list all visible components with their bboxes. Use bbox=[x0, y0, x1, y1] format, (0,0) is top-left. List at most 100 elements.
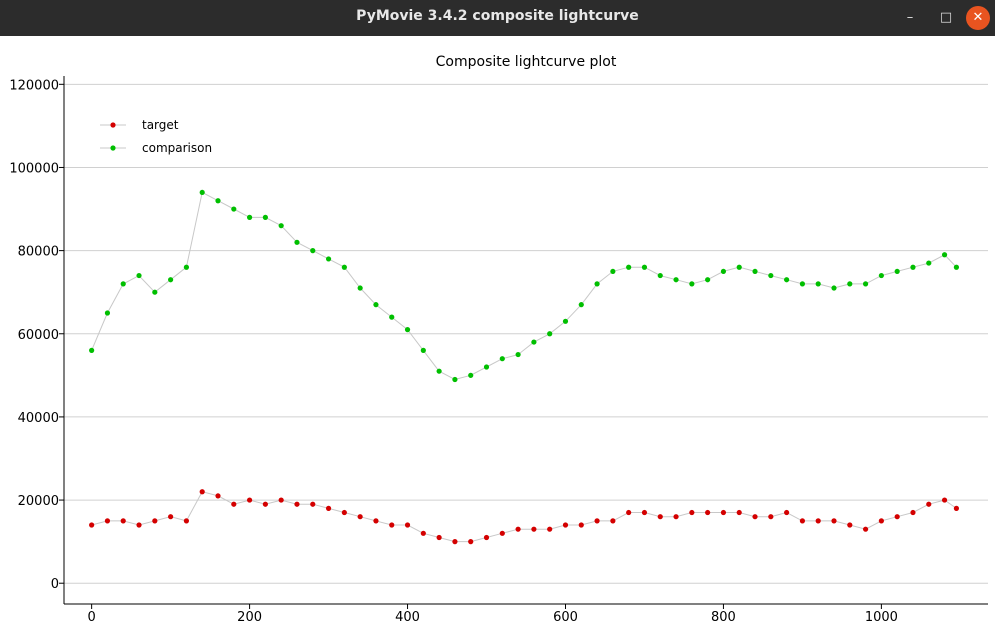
data-point-comparison bbox=[404, 327, 411, 333]
data-point-target bbox=[531, 526, 537, 532]
data-point-target bbox=[878, 518, 884, 524]
legend-label: target bbox=[142, 118, 179, 132]
data-point-comparison bbox=[799, 281, 806, 287]
data-point-target bbox=[357, 514, 363, 520]
data-point-comparison bbox=[341, 264, 347, 270]
data-point-target bbox=[420, 530, 426, 536]
data-point-comparison bbox=[831, 285, 837, 291]
legend: target comparison bbox=[100, 118, 212, 155]
data-point-comparison bbox=[926, 260, 932, 266]
data-point-comparison bbox=[705, 277, 711, 283]
data-point-comparison bbox=[468, 372, 474, 378]
data-point-comparison bbox=[136, 272, 142, 279]
x-tick-label: 200 bbox=[237, 610, 262, 625]
data-point-comparison bbox=[452, 376, 458, 383]
x-tick-label: 1000 bbox=[865, 610, 898, 625]
data-point-target bbox=[168, 514, 174, 520]
data-point-target bbox=[953, 505, 960, 511]
data-point-comparison bbox=[689, 281, 695, 287]
data-point-target bbox=[689, 509, 695, 516]
close-icon[interactable]: ✕ bbox=[966, 6, 990, 30]
data-point-comparison bbox=[736, 264, 742, 270]
data-point-target bbox=[120, 518, 126, 524]
data-point-target bbox=[183, 518, 190, 524]
data-point-comparison bbox=[262, 214, 268, 220]
data-point-comparison bbox=[325, 256, 332, 262]
data-point-comparison bbox=[373, 302, 379, 308]
legend-marker bbox=[110, 122, 116, 128]
chart-title: Composite lightcurve plot bbox=[436, 54, 617, 70]
data-point-comparison bbox=[515, 351, 521, 358]
data-point-target bbox=[941, 497, 948, 503]
data-point-comparison bbox=[278, 223, 284, 229]
legend-marker bbox=[110, 145, 116, 151]
data-point-target bbox=[594, 518, 600, 524]
data-point-comparison bbox=[641, 264, 648, 270]
data-point-comparison bbox=[183, 264, 190, 270]
data-point-target bbox=[862, 526, 869, 532]
maximize-icon[interactable]: □ bbox=[939, 10, 953, 25]
data-point-target bbox=[325, 505, 332, 511]
data-point-target bbox=[815, 518, 821, 524]
data-point-target bbox=[831, 518, 837, 524]
data-point-target bbox=[799, 518, 806, 524]
data-point-target bbox=[705, 509, 711, 516]
data-point-comparison bbox=[910, 264, 916, 270]
data-point-comparison bbox=[594, 281, 600, 287]
data-point-target bbox=[199, 489, 205, 495]
plot-area: Composite lightcurve plot 0 20000 40000 600… bbox=[0, 36, 995, 631]
series-line-comparison bbox=[91, 191, 957, 381]
data-point-target bbox=[720, 509, 727, 516]
data-point-target bbox=[657, 514, 663, 520]
data-point-comparison bbox=[120, 281, 126, 287]
data-point-comparison bbox=[215, 198, 221, 204]
data-point-target bbox=[547, 526, 553, 532]
data-point-comparison bbox=[862, 281, 869, 287]
data-point-target bbox=[562, 522, 569, 528]
y-tick-label: 120000 bbox=[9, 78, 59, 93]
data-point-comparison bbox=[784, 277, 790, 283]
window-titlebar: PyMovie 3.4.2 composite lightcurve – □ ✕ bbox=[0, 0, 995, 36]
data-point-comparison bbox=[357, 285, 363, 291]
data-point-target bbox=[736, 509, 742, 516]
data-point-comparison bbox=[847, 281, 853, 287]
data-point-comparison bbox=[547, 331, 553, 337]
data-point-target bbox=[404, 522, 411, 528]
data-point-target bbox=[389, 522, 395, 528]
data-point-target bbox=[262, 501, 268, 507]
data-point-target bbox=[483, 534, 490, 541]
data-point-target bbox=[231, 501, 237, 507]
y-tick-label: 0 bbox=[51, 577, 59, 592]
minimize-icon[interactable]: – bbox=[906, 10, 914, 25]
data-point-target bbox=[294, 501, 300, 507]
data-point-comparison bbox=[720, 268, 727, 275]
series-connectors bbox=[91, 191, 957, 543]
data-point-target bbox=[278, 497, 284, 503]
data-point-comparison bbox=[657, 272, 663, 279]
y-tick-label: 100000 bbox=[9, 161, 59, 176]
data-point-comparison bbox=[89, 347, 95, 353]
data-point-target bbox=[373, 518, 379, 524]
y-gridlines bbox=[64, 83, 988, 584]
data-point-comparison bbox=[941, 252, 948, 258]
data-point-target bbox=[215, 493, 221, 499]
data-point-comparison bbox=[626, 264, 632, 270]
data-point-comparison bbox=[310, 248, 316, 254]
data-point-comparison bbox=[436, 368, 442, 374]
data-point-target bbox=[910, 509, 916, 516]
data-point-comparison bbox=[104, 310, 111, 316]
data-point-target bbox=[136, 522, 142, 528]
data-point-comparison bbox=[815, 281, 821, 287]
data-point-target bbox=[452, 539, 458, 545]
data-point-target bbox=[499, 530, 505, 536]
data-point-target bbox=[515, 526, 521, 532]
data-point-target bbox=[641, 509, 648, 516]
data-point-comparison bbox=[168, 277, 174, 283]
data-point-target bbox=[246, 497, 253, 503]
window-title: PyMovie 3.4.2 composite lightcurve bbox=[356, 8, 639, 24]
data-point-target bbox=[673, 514, 679, 520]
y-tick-label: 40000 bbox=[18, 411, 59, 426]
data-point-comparison bbox=[562, 318, 569, 324]
data-point-target bbox=[341, 509, 347, 516]
series-points bbox=[89, 189, 960, 545]
